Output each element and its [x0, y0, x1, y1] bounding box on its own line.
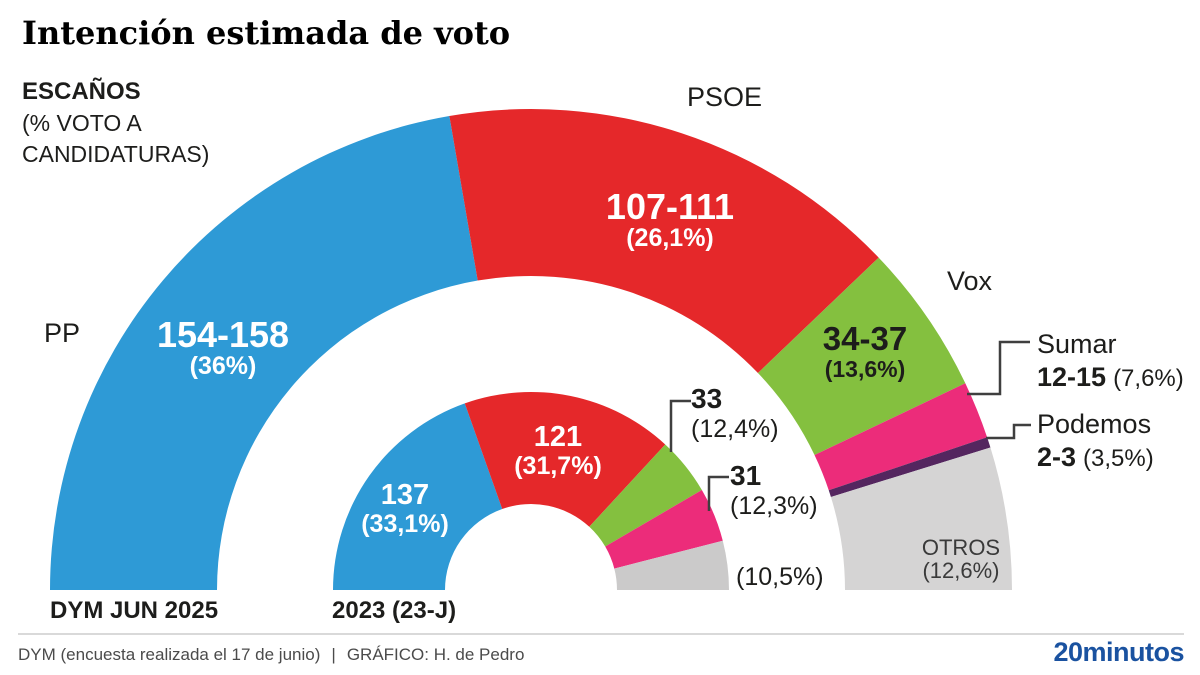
value-psoe-2025-seats: 107-111	[605, 186, 735, 227]
seats-units-sublabel: (% VOTO A CANDIDATURAS)	[22, 110, 210, 167]
otros-2025-name: OTROS	[921, 535, 1001, 560]
party-label-vox: Vox	[947, 266, 993, 296]
callout-podemos: Podemos 2-3 (3,5%)	[1037, 409, 1154, 473]
value-psoe-2023: 121 (31,7%)	[514, 422, 602, 481]
callout-podemos-name: Podemos	[1037, 409, 1152, 439]
value-pp-2025: 154-158 (36%)	[157, 316, 289, 381]
segment-vox-2023	[589, 444, 702, 547]
value-pp-2025-pct: (36%)	[189, 352, 257, 381]
value-psoe-2025-pct: (26,1%)	[626, 224, 714, 253]
value-psoe-2023-seats: 121	[533, 421, 583, 453]
callout-sumar-pct: (7,6%)	[1113, 365, 1184, 392]
otros-2025-label: OTROS (12,6%)	[922, 536, 1000, 582]
segment-vox-2025	[757, 257, 966, 456]
value-pp-2025-seats: 154-158	[156, 314, 290, 355]
callout-otros-2023-pct: (10,5%)	[736, 563, 824, 591]
value-pp-2023-seats: 137	[380, 479, 430, 511]
connector-sumar-2023-line	[707, 475, 729, 511]
segment-sumar-2025	[814, 383, 988, 491]
axis-label-dym-2025: DYM JUN 2025	[50, 597, 219, 624]
connector-vox-2023-line	[669, 399, 691, 452]
brand-logo[interactable]: 20minutos	[1053, 637, 1184, 667]
footer-divider-line	[18, 633, 1184, 635]
connector-lines	[669, 340, 1031, 511]
segment-otros-2025	[830, 447, 1012, 590]
value-vox-2025: 34-37 (13,6%)	[822, 320, 908, 383]
callout-sumar-2023-seats: 31	[730, 460, 762, 491]
outer-ring	[50, 109, 1012, 590]
callout-vox-2023: 33 (12,4%)	[691, 384, 779, 444]
segment-psoe-2025	[449, 109, 879, 374]
callout-sumar-2023: 31 (12,3%)	[730, 461, 818, 521]
segment-otros-2023	[614, 540, 729, 590]
footer-credit-text: GRÁFICO: H. de Pedro	[346, 645, 525, 664]
party-label-psoe: PSOE	[687, 82, 763, 112]
otros-2025-pct: (12,6%)	[922, 558, 1000, 583]
callout-vox-2023-seats: 33	[691, 383, 723, 414]
callout-sumar-2023-pct: (12,3%)	[730, 492, 818, 520]
party-label-pp: PP	[44, 318, 81, 348]
seats-units-label: ESCAÑOS	[22, 78, 141, 105]
connector-podemos-line	[986, 423, 1031, 440]
segment-sumar-2023	[605, 489, 723, 569]
connector-sumar-line	[967, 340, 1030, 396]
footer-source: DYM (encuesta realizada el 17 de junio) |…	[18, 645, 524, 665]
value-vox-2025-seats: 34-37	[822, 320, 908, 357]
value-pp-2023-pct: (33,1%)	[361, 510, 449, 539]
segment-podemos-2025	[828, 437, 991, 497]
callout-podemos-pct: (3,5%)	[1083, 445, 1154, 472]
value-pp-2023: 137 (33,1%)	[361, 480, 449, 539]
segment-psoe-2023	[464, 392, 666, 527]
footer-source-divider: |	[331, 645, 336, 664]
page-title: Intención estimada de voto	[22, 14, 511, 52]
callout-sumar-seats: 12-15	[1037, 362, 1107, 392]
segment-pp-2025	[50, 115, 478, 590]
callout-sumar-name: Sumar	[1037, 329, 1117, 359]
callout-vox-2023-pct: (12,4%)	[691, 415, 779, 443]
axis-label-2023: 2023 (23-J)	[332, 597, 457, 624]
value-psoe-2025: 107-111 (26,1%)	[606, 188, 734, 253]
footer-source-text: DYM (encuesta realizada el 17 de junio)	[18, 645, 321, 664]
callout-podemos-seats: 2-3	[1037, 442, 1077, 472]
value-vox-2025-pct: (13,6%)	[824, 356, 906, 383]
value-psoe-2023-pct: (31,7%)	[514, 452, 602, 481]
inner-ring	[333, 392, 729, 590]
callout-sumar: Sumar 12-15 (7,6%)	[1037, 329, 1184, 393]
segment-pp-2023	[333, 403, 503, 590]
